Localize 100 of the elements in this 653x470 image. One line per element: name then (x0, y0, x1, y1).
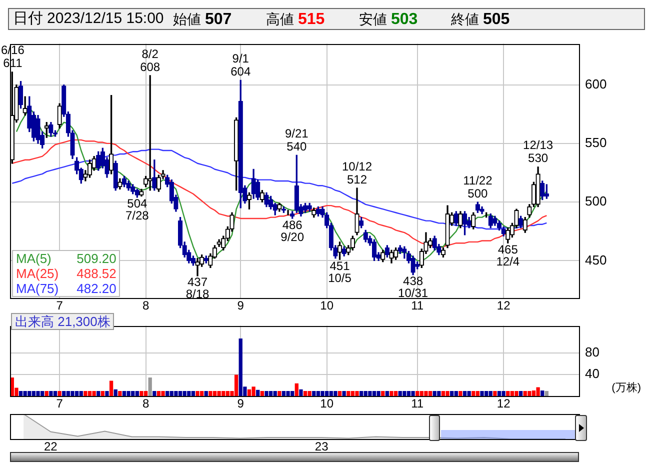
bar (58, 390, 62, 396)
bar (532, 390, 536, 396)
bar (62, 390, 66, 396)
annotation: 9/21 540 (284, 126, 309, 154)
annotation: 8/2 608 (140, 46, 160, 74)
bar (70, 390, 74, 396)
bar (342, 390, 346, 396)
bar (303, 390, 308, 396)
y-tick-label: 80 (585, 344, 600, 360)
bar (497, 390, 502, 396)
bar (506, 390, 510, 396)
bar (84, 390, 88, 396)
bar (152, 390, 156, 396)
bar (493, 390, 497, 396)
bar (488, 390, 492, 396)
x-tick-label: 8 (142, 298, 150, 313)
bar (346, 390, 350, 396)
bar (294, 383, 298, 396)
bar (226, 390, 230, 396)
bar (441, 390, 446, 396)
bar (540, 390, 544, 396)
bar (372, 390, 376, 396)
bar (334, 390, 338, 396)
bar (49, 390, 53, 396)
bar (212, 390, 217, 396)
bar (282, 390, 286, 396)
bar (502, 390, 506, 396)
bar (268, 390, 273, 396)
bar (394, 390, 398, 396)
bar (166, 390, 170, 396)
annotation: 9/1 604 (230, 51, 251, 78)
annotation: 504 7/28 (125, 196, 150, 223)
text: 505 (483, 11, 510, 28)
bar (320, 390, 324, 396)
bar (462, 390, 467, 396)
bar (299, 389, 303, 396)
bar (105, 390, 109, 396)
bar (161, 390, 165, 396)
bar (424, 390, 428, 396)
bar (528, 390, 532, 396)
bar (182, 390, 186, 396)
bar (355, 390, 359, 396)
bar (446, 390, 450, 396)
annotation: 509.20 (76, 251, 116, 266)
bar (273, 390, 277, 396)
bar (437, 390, 441, 396)
bar (53, 390, 58, 396)
bar (544, 390, 548, 396)
x-tick-label: 11 (411, 396, 424, 411)
text: 安値 (359, 11, 387, 27)
x-tick-label: 12 (496, 298, 511, 313)
bar (140, 390, 144, 396)
annotation: 451 10/5 (328, 258, 352, 285)
text: MA(25) (16, 266, 59, 281)
bar (126, 390, 130, 396)
text: 高値 (266, 11, 294, 27)
bar (368, 390, 372, 396)
bar (156, 390, 161, 396)
bar (338, 390, 342, 396)
bar (23, 390, 27, 396)
bar (234, 374, 238, 396)
text: MA(5) (16, 251, 52, 266)
x-tick-label: 9 (237, 396, 244, 411)
annotation: 437 8/18 (186, 275, 210, 302)
bar (385, 390, 390, 396)
bar (416, 390, 420, 396)
text: 始値 (173, 11, 201, 27)
x-tick-label: 7 (56, 298, 64, 313)
bar (208, 390, 212, 396)
annotation: 488.52 (76, 266, 116, 281)
text: 503 (391, 11, 418, 28)
bar (312, 390, 316, 396)
bar (122, 390, 126, 396)
x-tick-label: 23 (314, 440, 329, 454)
bar (264, 390, 268, 396)
bar (92, 390, 96, 396)
y-tick-label: 450 (585, 252, 607, 268)
bar (79, 390, 83, 396)
bar (484, 390, 488, 396)
bar (454, 390, 458, 396)
x-tick-label: 7 (56, 396, 64, 411)
bar (359, 390, 364, 396)
annotation: 482.20 (76, 281, 116, 296)
bar (252, 386, 256, 396)
bar (174, 390, 178, 396)
bar (428, 390, 432, 396)
bar (247, 389, 252, 396)
bar (411, 390, 415, 396)
text: MA(75) (16, 281, 59, 296)
bar (381, 390, 385, 396)
y-tick-label: 40 (585, 366, 600, 382)
x-tick-label: 10 (320, 298, 334, 313)
bar (196, 390, 200, 396)
text: 日付 (13, 10, 43, 27)
bar (518, 390, 523, 396)
bar (118, 390, 122, 396)
bar (510, 390, 514, 396)
bar (390, 390, 394, 396)
bar (476, 390, 480, 396)
bar (96, 390, 100, 396)
